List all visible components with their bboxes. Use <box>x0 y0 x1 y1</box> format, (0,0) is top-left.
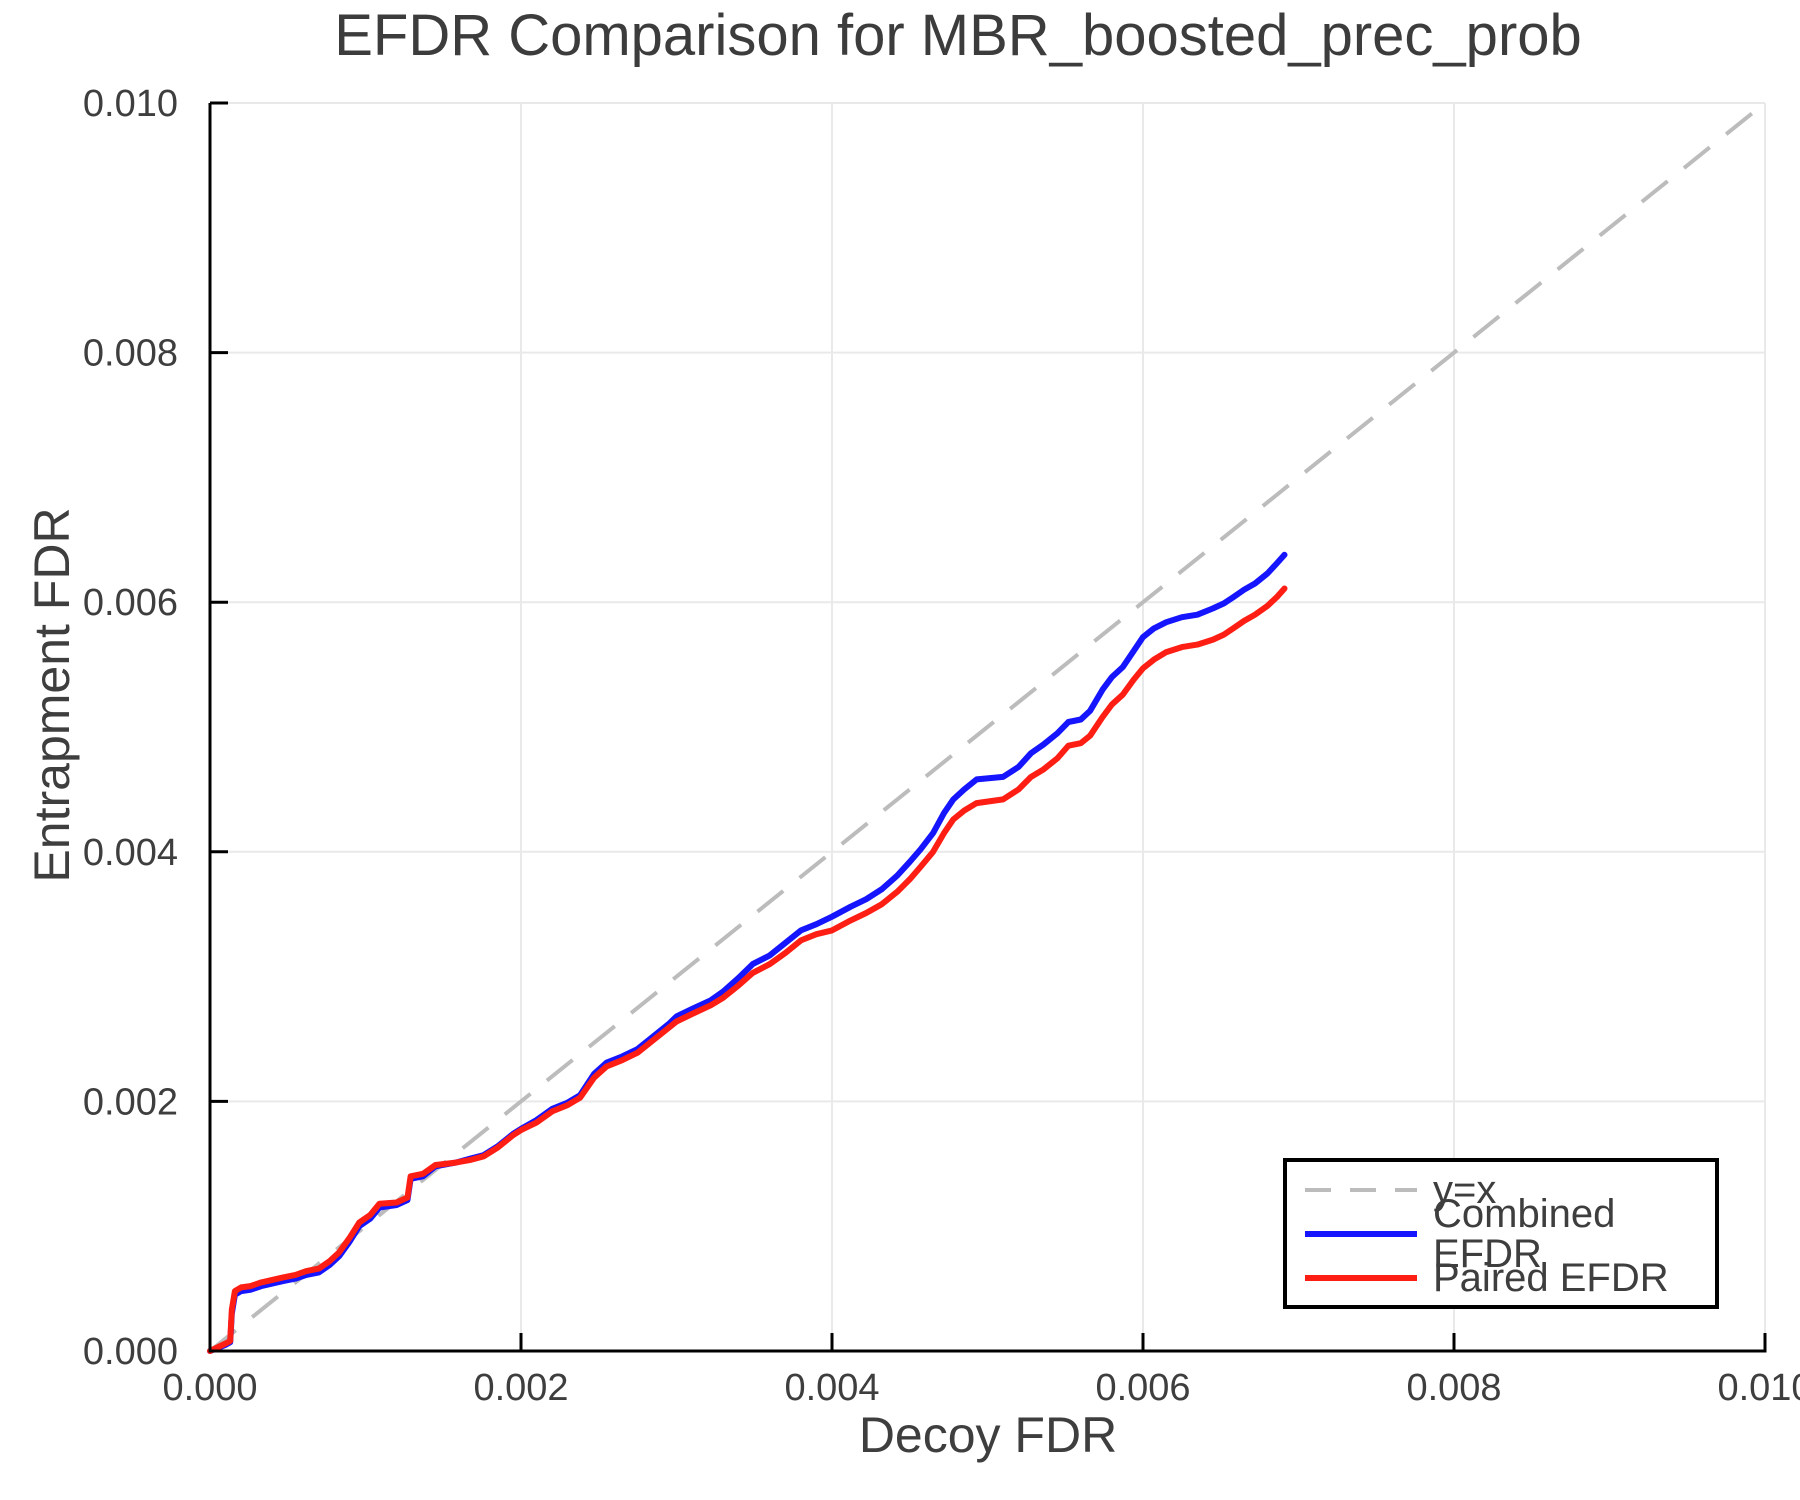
blue-line-sample <box>1305 1230 1417 1237</box>
y-tick-label: 0.010 <box>83 83 178 125</box>
x-tick-label: 0.004 <box>784 1367 879 1409</box>
legend-item-identity: y=x <box>1305 1167 1715 1212</box>
legend: y=x Combined EFDR Paired EFDR <box>1283 1158 1719 1309</box>
chart-title: EFDR Comparison for MBR_boosted_prec_pro… <box>334 3 1582 68</box>
y-tick-label: 0.008 <box>83 333 178 375</box>
dashed-line-sample <box>1305 1187 1417 1192</box>
series-combined-efdr <box>207 551 1288 1354</box>
y-tick-label: 0.006 <box>83 582 178 624</box>
gridlines <box>209 102 1766 1352</box>
x-axis-label: Decoy FDR <box>858 1407 1118 1463</box>
x-tick-label: 0.002 <box>473 1367 568 1409</box>
legend-label: y=x <box>1433 1167 1497 1212</box>
legend-label: Paired EFDR <box>1433 1255 1669 1300</box>
axis-ticks: 0.000 0.002 0.004 0.006 0.008 0.010 0.000 0.002… <box>83 83 1800 1409</box>
legend-label: Combined EFDR <box>1433 1191 1616 1276</box>
y-tick-label: 0.004 <box>83 832 178 874</box>
identity-reference-line <box>208 101 1767 1353</box>
x-tick-label: 0.008 <box>1406 1367 1501 1409</box>
y-tick-label: 0.002 <box>83 1081 178 1123</box>
legend-item-combined: Combined EFDR <box>1305 1194 1715 1274</box>
x-tick-label: 0.010 <box>1717 1367 1800 1409</box>
x-tick-label: 0.006 <box>1095 1367 1190 1409</box>
y-tick-label: 0.000 <box>83 1331 178 1373</box>
x-tick-label: 0.000 <box>162 1367 257 1409</box>
legend-item-paired: Paired EFDR <box>1305 1255 1715 1300</box>
red-line-sample <box>1305 1274 1417 1281</box>
axis-spines <box>208 103 1767 1353</box>
series-paired-efdr <box>207 585 1288 1354</box>
